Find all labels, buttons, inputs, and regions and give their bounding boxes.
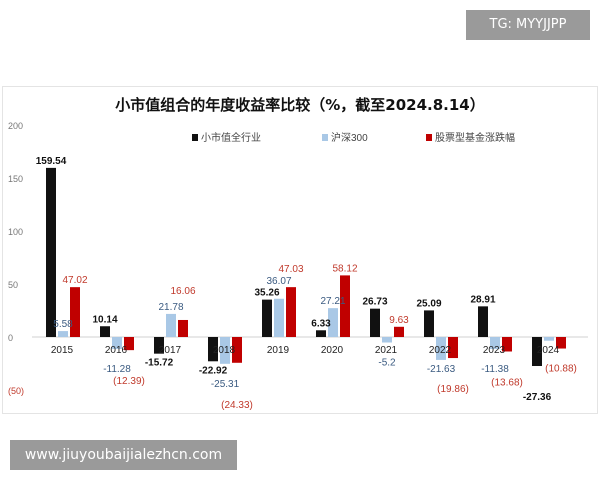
bar	[340, 275, 350, 337]
data-label: -27.36	[523, 392, 552, 403]
data-label: 21.78	[158, 302, 183, 313]
y-tick-label: 200	[8, 121, 23, 131]
bar	[316, 330, 326, 337]
x-tick-label: 2020	[321, 345, 344, 356]
watermark-bottom: www.jiuyoubaijialezhcn.com	[10, 440, 237, 470]
x-tick-label: 2019	[267, 345, 290, 356]
data-label: 6.33	[311, 318, 331, 329]
bar	[274, 298, 284, 337]
data-label: (19.86)	[437, 384, 469, 395]
legend-swatch	[192, 134, 198, 141]
data-label: (24.33)	[221, 400, 253, 411]
bar	[154, 337, 164, 354]
x-tick-label: 2015	[51, 345, 74, 356]
bar	[394, 326, 404, 337]
bar	[424, 310, 434, 337]
y-tick-label: 100	[8, 227, 23, 237]
data-label: -22.92	[199, 365, 228, 376]
data-label: -15.72	[145, 358, 174, 369]
data-label: 28.91	[470, 294, 495, 305]
data-label: 36.07	[266, 276, 291, 287]
x-tick-label: 2022	[429, 345, 452, 356]
data-label: -5.2	[378, 358, 396, 369]
chart-title: 小市值组合的年度收益率比较（%，截至2024.8.14）	[115, 96, 485, 114]
data-label: 16.06	[170, 286, 195, 297]
bar	[166, 313, 176, 337]
bar	[502, 337, 512, 352]
bar	[208, 337, 218, 362]
bar	[370, 308, 380, 337]
legend-swatch	[322, 134, 328, 141]
data-label: 5.58	[53, 319, 73, 330]
bar	[478, 306, 488, 337]
data-label: 27.21	[320, 296, 345, 307]
data-label: -25.31	[211, 379, 240, 390]
data-label: (13.68)	[491, 378, 523, 389]
bar	[124, 337, 134, 351]
bar	[556, 337, 566, 349]
bar	[232, 337, 242, 363]
data-label: 26.73	[362, 297, 387, 308]
bar	[220, 337, 230, 364]
y-tick-label: 150	[8, 174, 23, 184]
y-tick-label: 0	[8, 333, 13, 343]
legend-label: 股票型基金涨跌幅	[435, 131, 515, 144]
data-label: (10.88)	[545, 364, 577, 375]
data-label: -11.38	[481, 364, 509, 375]
x-tick-label: 2018	[213, 345, 236, 356]
y-tick-label: (50)	[8, 386, 24, 396]
data-label: 47.02	[62, 275, 87, 286]
data-label: -11.28	[103, 364, 131, 375]
x-tick-label: 2017	[159, 345, 182, 356]
x-tick-label: 2023	[483, 345, 506, 356]
bar	[58, 331, 68, 337]
legend-swatch	[426, 134, 432, 141]
bar	[490, 337, 500, 350]
x-tick-label: 2016	[105, 345, 128, 356]
bar	[178, 319, 188, 337]
data-label: -21.63	[427, 364, 456, 375]
data-label: (12.39)	[113, 376, 145, 387]
bar	[448, 337, 458, 359]
bar	[382, 337, 392, 343]
data-label: 47.03	[278, 264, 303, 275]
bar	[286, 287, 296, 337]
chart-panel	[2, 86, 598, 414]
x-tick-label: 2024	[537, 345, 560, 356]
data-label: 10.14	[92, 314, 117, 325]
bar	[46, 167, 56, 337]
legend-label: 沪深300	[331, 131, 368, 144]
data-label: 58.12	[332, 263, 357, 274]
bar	[544, 337, 554, 341]
bar	[328, 308, 338, 337]
bar	[112, 337, 122, 349]
bar	[532, 337, 542, 367]
legend-label: 小市值全行业	[201, 131, 261, 144]
x-tick-label: 2021	[375, 345, 398, 356]
y-tick-label: 50	[8, 280, 18, 290]
data-label: 159.54	[36, 156, 67, 167]
data-label: 9.63	[389, 315, 409, 326]
bar	[100, 326, 110, 337]
watermark-top: TG: MYYJJPP	[466, 10, 590, 40]
bar	[436, 337, 446, 360]
bar	[262, 299, 272, 337]
bar	[70, 287, 80, 337]
data-label: 25.09	[416, 298, 441, 309]
data-label: 35.26	[254, 288, 279, 299]
